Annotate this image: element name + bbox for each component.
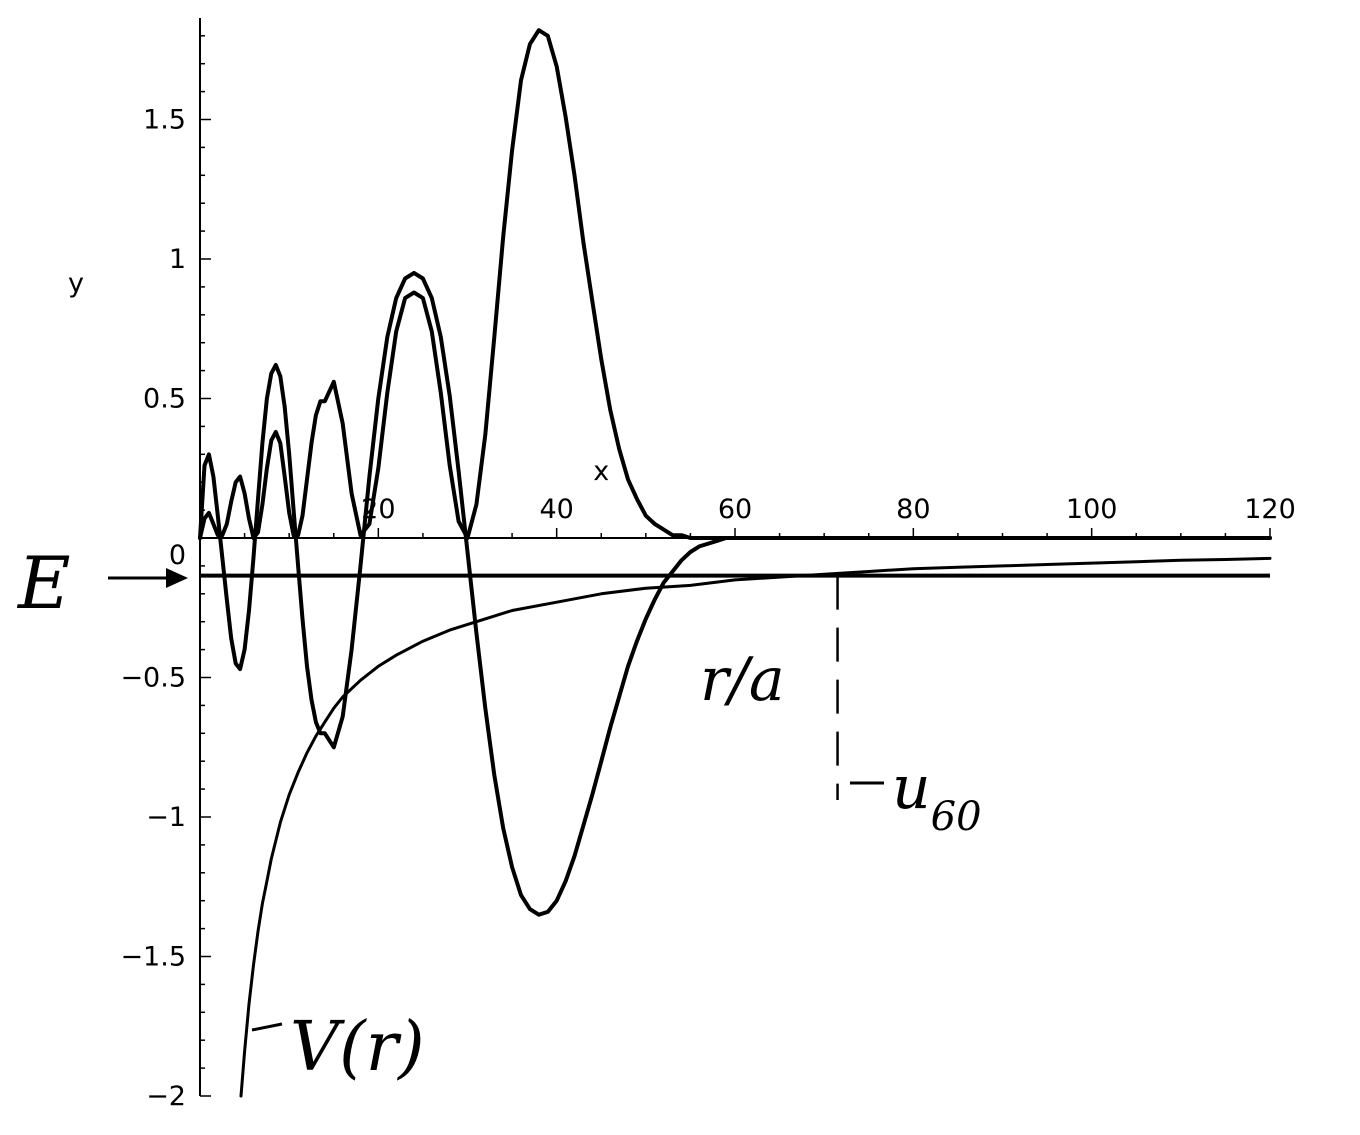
series-u60 (198, 270, 1272, 917)
x-axis-label: x (593, 456, 609, 487)
y-tick-label: 0 (169, 540, 186, 571)
wavefunction-subscript: 60 (931, 794, 982, 840)
x-tick-label: 120 (1244, 494, 1296, 525)
y-tick-label: −1 (146, 802, 186, 833)
turning-point-annotation: r/a (700, 645, 785, 715)
series-u60-squared (198, 28, 1272, 540)
x-tick-label: 60 (718, 494, 752, 525)
y-tick-label: 1.5 (143, 105, 186, 136)
series-V (239, 556, 1272, 1098)
y-tick-label: 1 (169, 244, 186, 275)
axes: 20 40 60 80 100 120 1.510.50−0.5−1−1.5−2 x y (68, 18, 1296, 1112)
series-layer (198, 28, 1272, 1098)
x-ticks: 20 40 60 80 100 120 (243, 494, 1296, 538)
x-tick-label: 80 (896, 494, 930, 525)
y-tick-label: 0.5 (143, 384, 186, 415)
energy-annotation: E (16, 541, 71, 625)
y-axis-label: y (68, 268, 84, 299)
energy-arrow (108, 568, 188, 588)
y-tick-label: −1.5 (120, 942, 186, 973)
y-tick-label: −0.5 (120, 663, 186, 694)
annotations: E r/a u60 V(r) (16, 541, 982, 1087)
wavefunction-name: u (892, 753, 931, 823)
y-ticks: 1.5 1 0.5 0 −0.5 −1 −1.5 −2 (120, 35, 211, 1112)
wavefunction-annotation: u60 (892, 753, 982, 840)
x-tick-label: 100 (1066, 494, 1118, 525)
x-tick-label: 40 (539, 494, 573, 525)
y-tick-label: −2 (146, 1081, 186, 1112)
potential-pointer (251, 1022, 283, 1032)
potential-annotation: V(r) (290, 1008, 425, 1087)
